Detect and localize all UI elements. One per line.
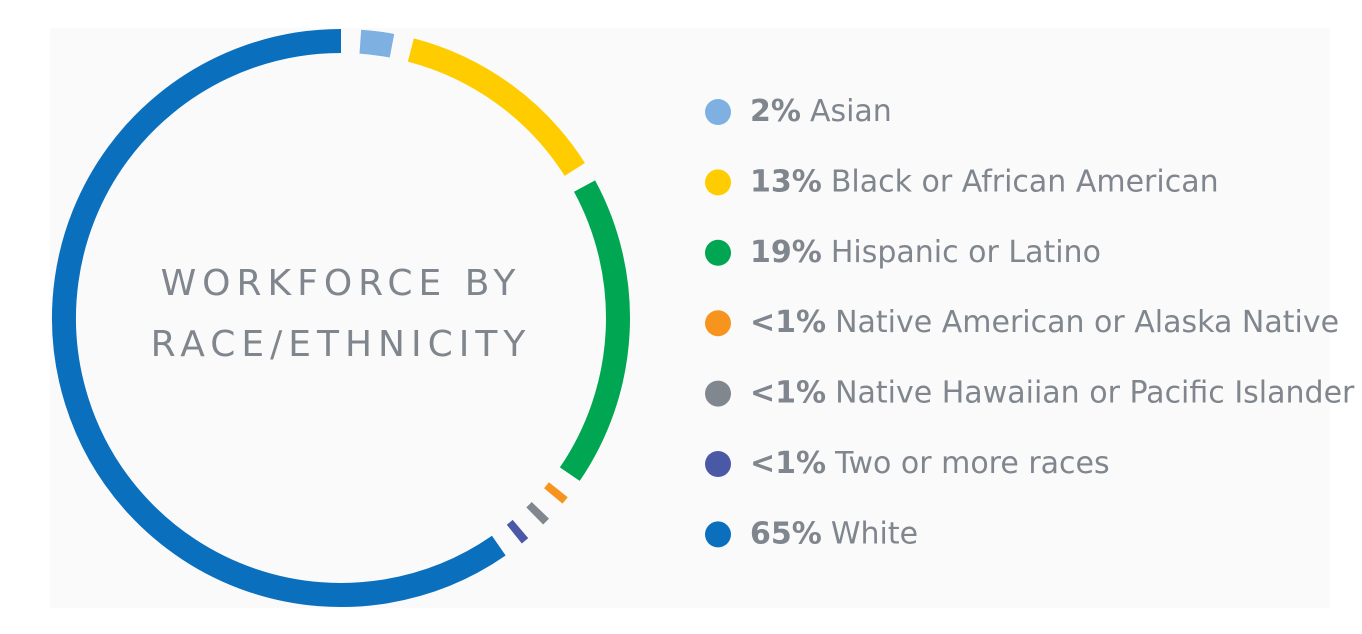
legend-entry: 13% Black or African American <box>750 164 1219 199</box>
legend-entry: <1% Native Hawaiian or Pacific Islander <box>750 375 1355 410</box>
legend-marker <box>705 451 731 477</box>
legend-entry: <1% Native American or Alaska Native <box>750 305 1339 340</box>
legend-marker <box>705 521 731 548</box>
legend-value: <1% <box>750 305 826 340</box>
legend-value: 2% <box>750 94 801 129</box>
legend-entry: 19% Hispanic or Latino <box>750 234 1101 269</box>
donut-segment <box>506 519 529 544</box>
legend-label: Hispanic or Latino <box>831 234 1101 269</box>
legend-value: 19% <box>750 234 822 269</box>
legend-label: Native American or Alaska Native <box>835 305 1339 340</box>
legend-label: Asian <box>810 94 892 129</box>
legend-entry: <1% Two or more races <box>750 446 1110 481</box>
legend-entry: 2% Asian <box>750 94 892 129</box>
donut-segment <box>52 29 506 607</box>
legend-label: White <box>831 516 918 551</box>
legend-marker <box>705 380 731 407</box>
legend-marker <box>705 310 731 337</box>
legend-marker <box>705 239 731 266</box>
legend-marker <box>705 99 731 125</box>
donut-segment <box>407 38 585 176</box>
chart-title: RACE/ETHNICITY <box>151 324 532 365</box>
donut-segment <box>544 482 568 504</box>
legend-label: Two or more races <box>834 446 1110 481</box>
legend-entry: 65% White <box>750 516 918 551</box>
legend-value: 13% <box>750 164 822 199</box>
donut-segment <box>359 29 395 58</box>
legend-label: Native Hawaiian or Pacific Islander <box>835 375 1355 410</box>
legend-marker <box>705 169 731 196</box>
background <box>50 28 1330 608</box>
legend-value: 65% <box>750 516 822 551</box>
chart-title: WORKFORCE BY <box>161 263 522 304</box>
donut-segment <box>559 180 630 481</box>
legend-value: <1% <box>750 446 826 481</box>
legend-value: <1% <box>750 375 826 410</box>
legend-label: Black or African American <box>831 164 1219 199</box>
donut-segment <box>526 501 549 525</box>
